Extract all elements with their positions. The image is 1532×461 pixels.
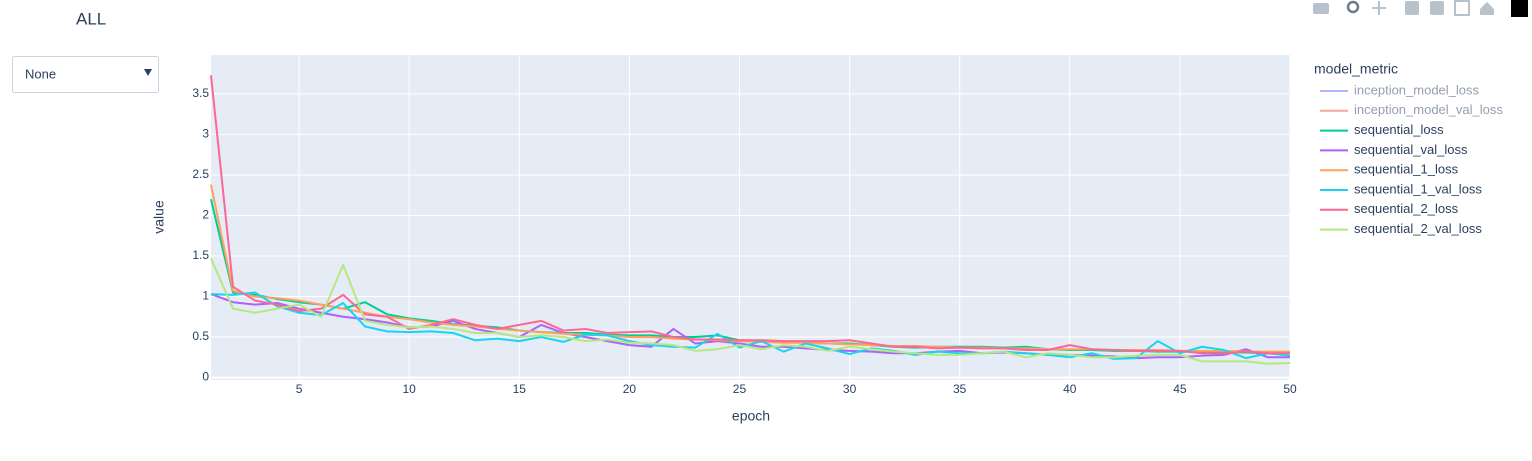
- dropdown-box[interactable]: [12, 56, 159, 93]
- series-line: [210, 75, 1290, 355]
- home-icon[interactable]: [1480, 2, 1494, 15]
- pan-icon[interactable]: [1372, 1, 1386, 15]
- x-tick-label: 15: [513, 382, 527, 396]
- legend-item[interactable]: sequential_1_loss: [1320, 162, 1459, 177]
- y-tick-label: 0.5: [192, 329, 209, 343]
- autoscale-icon[interactable]: [1454, 0, 1470, 16]
- legend-label[interactable]: sequential_2_val_loss: [1354, 221, 1482, 236]
- y-tick-label: 2.5: [192, 167, 209, 181]
- legend-label[interactable]: sequential_loss: [1354, 122, 1444, 137]
- legend-label[interactable]: inception_model_val_loss: [1354, 102, 1503, 117]
- x-tick-label: 30: [843, 382, 857, 396]
- x-tick-label: 20: [623, 382, 637, 396]
- legend-label[interactable]: sequential_2_loss: [1354, 201, 1459, 216]
- series-line: [210, 258, 1291, 365]
- legend-label[interactable]: sequential_1_loss: [1354, 162, 1459, 177]
- plotly-logo[interactable]: [1511, 0, 1528, 17]
- camera-icon[interactable]: [1313, 3, 1329, 14]
- legend-item[interactable]: sequential_1_val_loss: [1320, 181, 1482, 196]
- legend-title: model_metric: [1314, 61, 1398, 77]
- y-tick-label: 2: [202, 208, 209, 222]
- chart-title: ALL: [76, 9, 106, 28]
- x-tick-label: 10: [403, 382, 417, 396]
- y-tick-label: 3.5: [192, 86, 209, 100]
- zoom-out-icon[interactable]: [1430, 1, 1444, 15]
- x-tick-label: 45: [1173, 382, 1187, 396]
- legend-item[interactable]: sequential_2_val_loss: [1320, 221, 1482, 236]
- legend-item[interactable]: inception_model_loss: [1320, 82, 1480, 97]
- zoom-icon[interactable]: [1346, 0, 1360, 14]
- legend-item[interactable]: sequential_val_loss: [1320, 142, 1468, 157]
- y-tick-label: 0: [202, 370, 209, 384]
- legend-label[interactable]: sequential_1_val_loss: [1354, 181, 1482, 196]
- legend-item[interactable]: sequential_2_loss: [1320, 201, 1459, 216]
- legend-item[interactable]: inception_model_val_loss: [1320, 102, 1503, 117]
- x-tick-label: 25: [733, 382, 747, 396]
- x-tick-label: 5: [296, 382, 303, 396]
- dropdown-text[interactable]: None: [25, 66, 56, 81]
- plot-area: [211, 55, 1290, 380]
- dropdown[interactable]: None: [12, 56, 159, 93]
- x-tick-label: 35: [953, 382, 967, 396]
- y-tick-label: 1: [202, 289, 209, 303]
- legend-label[interactable]: inception_model_loss: [1354, 82, 1480, 97]
- x-tick-label: 50: [1283, 382, 1297, 396]
- modebar[interactable]: [1313, 0, 1528, 17]
- zoom-in-icon[interactable]: [1405, 1, 1419, 15]
- dropdown-arrow[interactable]: [144, 69, 152, 76]
- legend-label[interactable]: sequential_val_loss: [1354, 142, 1468, 157]
- legend-item[interactable]: sequential_loss: [1320, 122, 1444, 137]
- x-tick-label: 40: [1063, 382, 1077, 396]
- x-axis-title: epoch: [732, 408, 770, 424]
- y-tick-label: 1.5: [192, 248, 209, 262]
- y-tick-label: 3: [202, 127, 209, 141]
- y-axis-title: value: [151, 200, 167, 234]
